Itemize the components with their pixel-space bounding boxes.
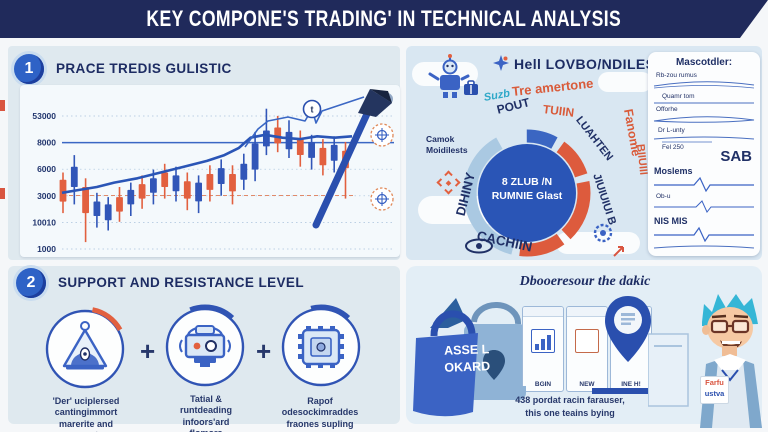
support-item-3 — [276, 302, 366, 392]
section3-footer: 438 pordat racin farauser, this one teai… — [515, 395, 625, 418]
indicator-subline: Rb-zou rumus — [656, 72, 697, 79]
mini-card-2: NEW — [566, 306, 608, 392]
beacon-icon — [62, 321, 108, 370]
cycle-diagram-title: Hell LOVBO/NDILESTS — [514, 56, 675, 72]
rule-line — [654, 102, 754, 104]
svg-text:53000: 53000 — [32, 111, 56, 121]
indicator-subline: Ob-u — [656, 193, 671, 200]
section2-title: SUPPORT AND RESISTANCE LEVEL — [58, 275, 304, 290]
mini-card-titlebar — [523, 307, 563, 317]
cycle-wheel — [463, 129, 591, 257]
mini-card-titlebar — [567, 307, 607, 317]
plus-separator: + — [140, 336, 156, 366]
indicator-subline: Dr L-unty — [658, 127, 685, 134]
section1-title: PRACE TREDIS GULISTIC — [56, 61, 232, 76]
wheel-center-text: 8 ZLUB /N RUMNIE Glast — [485, 176, 569, 203]
title-banner: KEY COMPONE'S TRADING' IN TECHNICAL ANAL… — [0, 0, 768, 38]
eye-icon — [465, 238, 493, 254]
frame-icon — [575, 329, 599, 353]
support-item-2-caption: Tatial & runtdeading infoors'ard flomors — [180, 394, 232, 432]
decoration-bar — [480, 386, 526, 393]
section1-number-badge: 1 — [14, 54, 44, 84]
section3-title: Dbooeresour the dakic — [519, 274, 651, 289]
rule-line — [653, 245, 755, 249]
indicator-row-label: NIS MIS — [654, 216, 688, 226]
mini-card-1: BGIN — [522, 306, 564, 392]
section2-number-badge: 2 — [16, 268, 46, 298]
squiggle-line — [653, 116, 755, 123]
support-item-2 — [160, 302, 250, 392]
glasses — [710, 319, 729, 334]
location-pin-icon — [605, 296, 651, 362]
svg-text:8000: 8000 — [37, 138, 56, 148]
squiggle-line — [653, 136, 755, 143]
mini-card-label: NEW — [579, 381, 595, 388]
pulse-line — [654, 226, 754, 242]
decoration-bar — [592, 388, 664, 394]
section2-number: 2 — [26, 274, 36, 291]
indicators-card: Mascotdler: Rb-zou rumus Quamr tom Offor… — [648, 52, 760, 256]
indicator-subline: Quamr tom — [662, 93, 695, 100]
svg-text:t: t — [311, 105, 314, 115]
price-chart: 53000 8000 6000 3000 10010 1000 t — [20, 85, 400, 257]
indicator-subline: Offorhe — [656, 106, 678, 113]
plus-separator: + — [256, 336, 272, 366]
cloud-decoration — [598, 72, 652, 92]
mini-card-label: INE H! — [621, 381, 641, 388]
banner-wedge-decoration — [740, 0, 768, 38]
wheel-center-line1: 8 ZLUB /N — [501, 176, 553, 188]
squiggle-line — [653, 81, 755, 89]
mini-card-label: BGIN — [534, 381, 552, 388]
svg-text:1000: 1000 — [37, 244, 56, 254]
front-bag — [413, 333, 478, 417]
person-tag: Farfu ustva — [700, 376, 729, 404]
left-edge-mark — [0, 100, 5, 111]
left-edge-mark — [0, 188, 5, 199]
robot-icon — [428, 54, 478, 98]
support-item-3-caption: Rapof odesockimraddes fraones supling — [281, 396, 359, 429]
machine-icon — [179, 325, 231, 367]
shopping-bags-illustration — [413, 298, 526, 417]
svg-text:3000: 3000 — [37, 191, 56, 201]
chip-icon — [298, 326, 344, 368]
pulse-line — [654, 176, 754, 192]
svg-text:10010: 10010 — [32, 217, 56, 227]
indicator-row-label: Moslems — [654, 166, 693, 176]
svg-text:6000: 6000 — [37, 164, 56, 174]
wheel-side-label: Camok Moidilests — [426, 134, 468, 156]
page-title: KEY COMPONE'S TRADING' IN TECHNICAL ANAL… — [146, 6, 622, 31]
cloud-decoration — [556, 232, 640, 254]
gear-icon — [593, 223, 613, 243]
bar-chart-icon — [531, 329, 555, 353]
section1-number: 1 — [24, 60, 34, 77]
support-item-1-caption: 'Der' uciplersed cantingimmort marerite … — [52, 396, 120, 432]
wheel-center-line2: RUMNIE Glast — [491, 189, 563, 202]
indicators-card-title: Mascotdler: — [675, 57, 733, 68]
sparkle-icon — [493, 55, 509, 71]
indicator-big-label: SAB — [720, 148, 752, 165]
pin-on-bag-icon — [483, 350, 505, 380]
arrow-glyph-icon — [613, 246, 624, 257]
pulse-line — [654, 200, 754, 213]
bag-label: ASSE L OKARD — [443, 342, 491, 375]
support-item-1 — [40, 304, 130, 394]
indicator-subline: Fel 250 — [662, 144, 684, 151]
person-illustration — [648, 294, 762, 428]
